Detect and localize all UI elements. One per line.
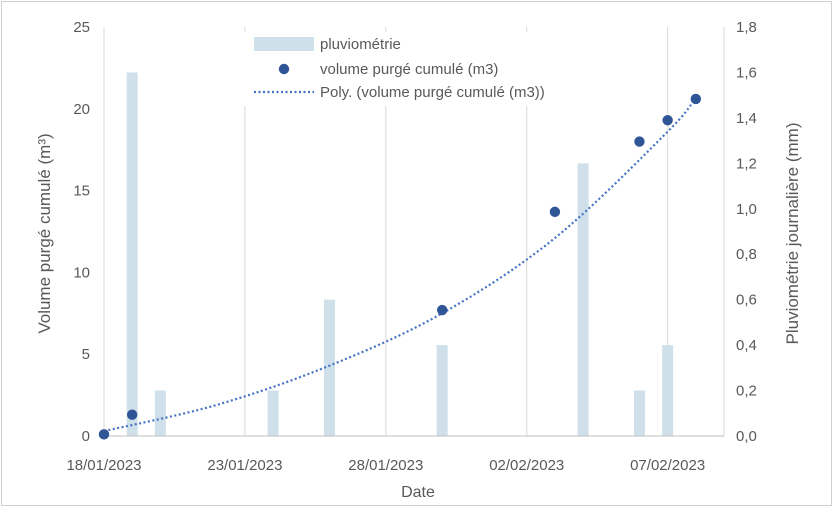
rain-bar [154, 390, 166, 436]
volume-point [634, 136, 645, 147]
legend-label: volume purgé cumulé (m3) [320, 61, 498, 78]
volume-point [436, 304, 448, 316]
volume-point [126, 409, 138, 420]
right-tick-label: 1,8 [736, 19, 757, 36]
legend-label: pluviométrie [320, 36, 401, 53]
right-tick-label: 0,2 [736, 383, 757, 400]
rain-bar [633, 390, 645, 436]
volume-point [690, 93, 702, 105]
rain-bar [323, 299, 335, 436]
x-tick-label: 07/02/2023 [630, 457, 705, 474]
left-tick-label: 25 [73, 19, 90, 36]
right-tick-label: 1,6 [736, 64, 757, 81]
right-axis-title: Pluviométrie journalière (mm) [783, 122, 802, 344]
rain-bar [577, 163, 589, 437]
left-tick-label: 0 [82, 428, 90, 445]
rain-bar [126, 72, 138, 436]
right-tick-label: 1,0 [736, 201, 757, 218]
volume-point [98, 429, 110, 440]
x-axis-title: Date [401, 484, 435, 501]
x-tick-label: 28/01/2023 [348, 457, 423, 474]
rain-bar [267, 390, 279, 436]
right-tick-label: 0,8 [736, 246, 757, 263]
left-tick-label: 10 [73, 264, 90, 281]
x-tick-label: 23/01/2023 [207, 457, 282, 474]
rain-bar [662, 345, 674, 436]
trendline-path [103, 96, 697, 433]
left-tick-label: 20 [73, 101, 90, 118]
x-tick-label: 02/02/2023 [489, 457, 564, 474]
volume-point [549, 206, 561, 218]
x-tick-label: 18/01/2023 [66, 457, 141, 474]
right-tick-label: 1,4 [736, 110, 757, 127]
right-tick-label: 0,0 [736, 428, 757, 445]
right-tick-label: 1,2 [736, 155, 757, 172]
volume-point [662, 115, 673, 126]
legend-swatch-bar [254, 37, 314, 51]
left-tick-label: 5 [82, 346, 90, 363]
legend-swatch-point [278, 63, 290, 75]
rain-bar [436, 345, 448, 436]
left-tick-label: 15 [73, 183, 90, 200]
right-tick-label: 0,4 [736, 337, 757, 354]
right-tick-label: 0,6 [736, 292, 757, 309]
legend-label: Poly. (volume purgé cumulé (m3)) [320, 84, 545, 101]
left-axis-title: Volume purgé cumulé (m³) [35, 133, 54, 333]
